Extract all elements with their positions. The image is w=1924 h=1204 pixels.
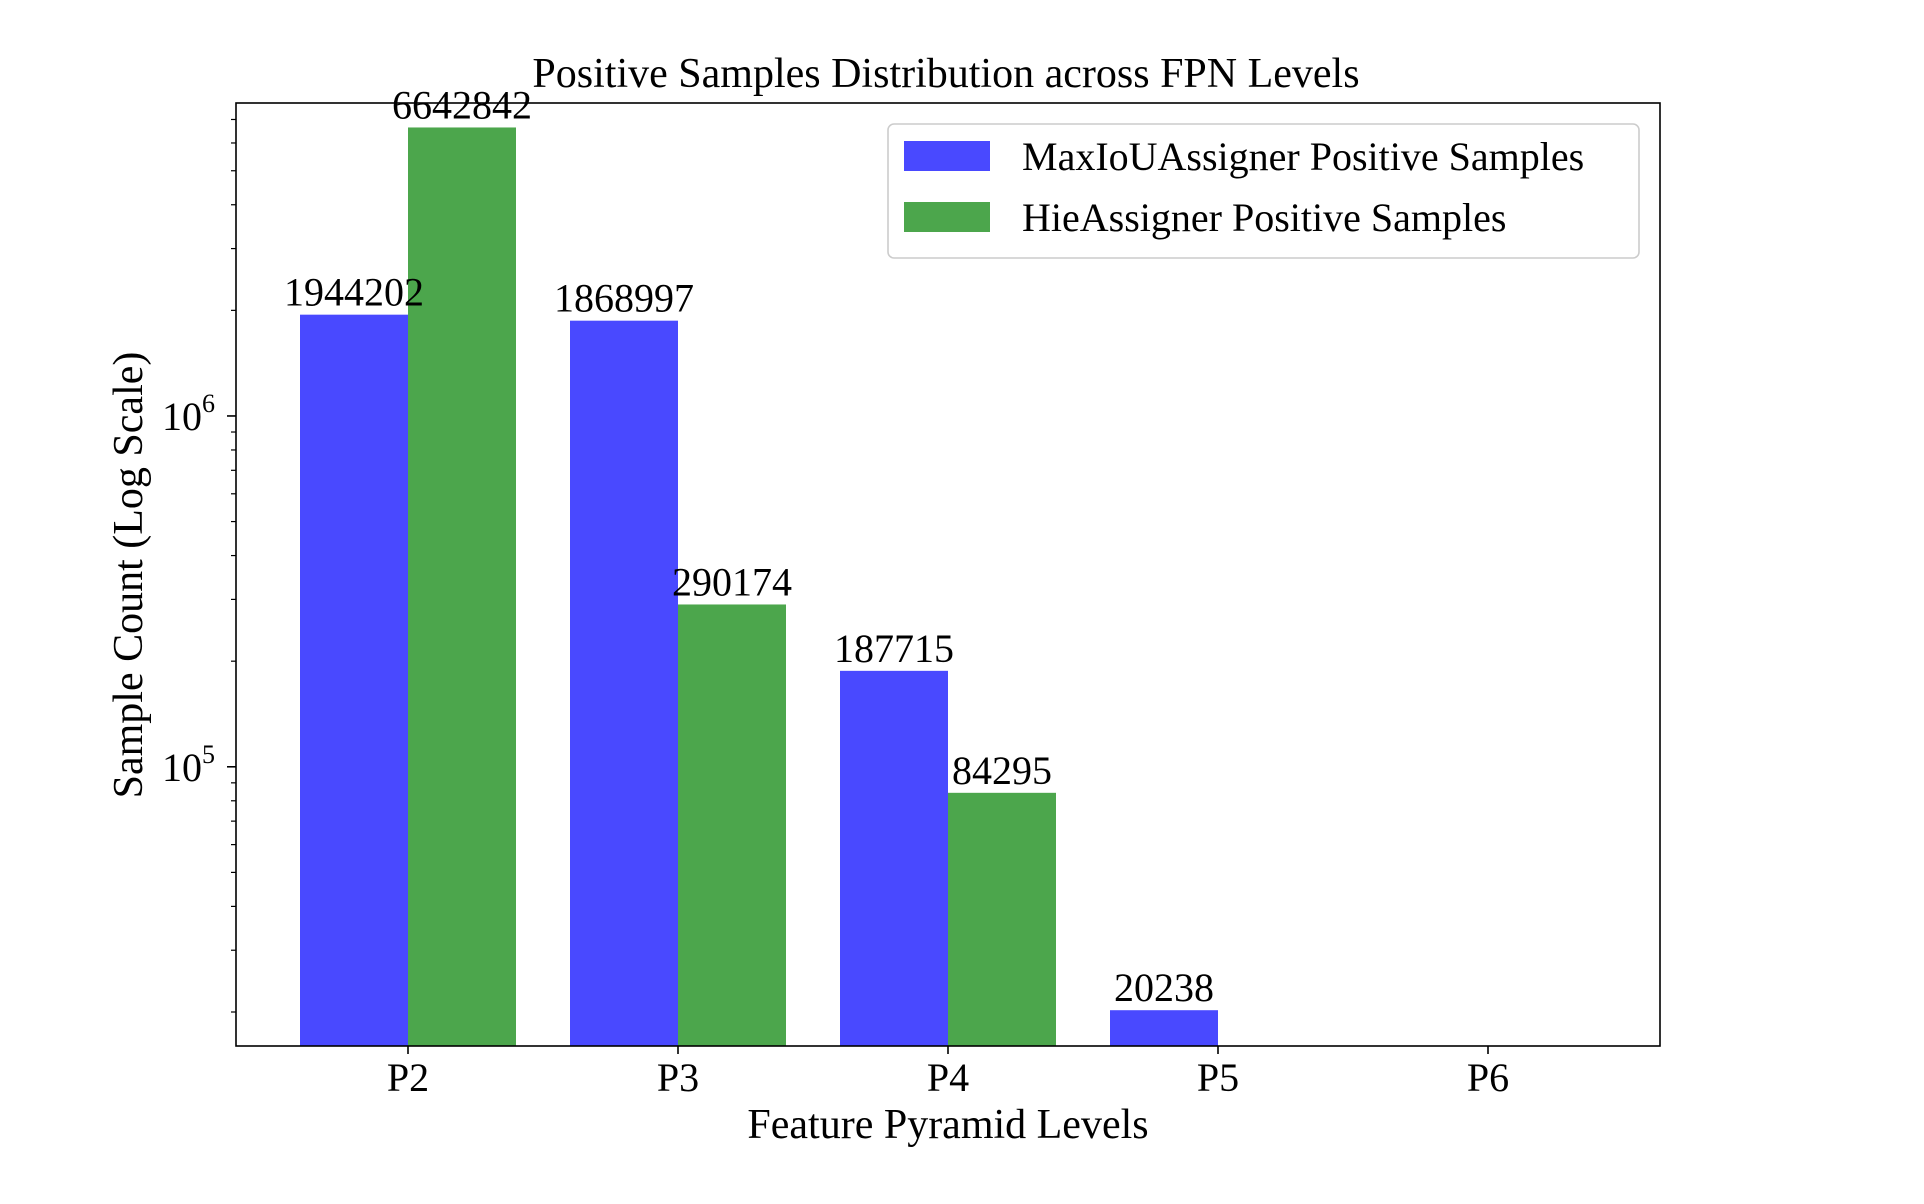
x-axis-label: Feature Pyramid Levels	[747, 1102, 1148, 1148]
y-axis-label: Sample Count (Log Scale)	[106, 352, 152, 799]
data-labels-layer: 1944202 6642842 1868997 290174 187715 84295 20…	[284, 82, 1214, 1010]
chart-title: Positive Samples Distribution across FPN…	[532, 51, 1359, 97]
bar-maxiou-p4	[840, 670, 948, 1046]
y-tick-label-1e6: 106	[162, 389, 215, 439]
data-label-maxiou-p3: 1868997	[554, 276, 694, 321]
bars-layer	[300, 127, 1218, 1046]
legend: MaxIoUAssigner Positive Samples HieAssig…	[887, 123, 1640, 259]
data-label-maxiou-p2: 1944202	[284, 270, 424, 315]
bar-maxiou-p2	[300, 314, 408, 1046]
legend-swatch-hie	[904, 202, 990, 232]
bar-hie-p3	[678, 604, 786, 1046]
bar-maxiou-p5	[1110, 1010, 1218, 1046]
data-label-maxiou-p5: 20238	[1114, 965, 1214, 1010]
legend-swatch-maxiou	[904, 141, 990, 171]
x-tick-label-p6: P6	[1467, 1055, 1509, 1100]
x-axis-ticks: P2 P3 P4 P5 P6	[387, 1046, 1509, 1100]
x-tick-label-p4: P4	[927, 1055, 969, 1100]
bar-hie-p4	[948, 792, 1056, 1046]
bar-maxiou-p3	[570, 320, 678, 1046]
x-tick-label-p2: P2	[387, 1055, 429, 1100]
x-tick-label-p3: P3	[657, 1055, 699, 1100]
data-label-maxiou-p4: 187715	[834, 626, 954, 671]
data-label-hie-p2: 6642842	[392, 82, 532, 127]
data-label-hie-p4: 84295	[952, 748, 1052, 793]
data-label-hie-p3: 290174	[672, 559, 792, 604]
y-axis-ticks: 105 106	[162, 118, 236, 1013]
bar-hie-p2	[408, 127, 516, 1046]
legend-entry-hie: HieAssigner Positive Samples	[1022, 195, 1506, 240]
x-tick-label-p5: P5	[1197, 1055, 1239, 1100]
y-tick-label-1e5: 105	[162, 740, 215, 790]
legend-box	[887, 123, 1640, 259]
legend-entry-maxiou: MaxIoUAssigner Positive Samples	[1022, 134, 1584, 179]
